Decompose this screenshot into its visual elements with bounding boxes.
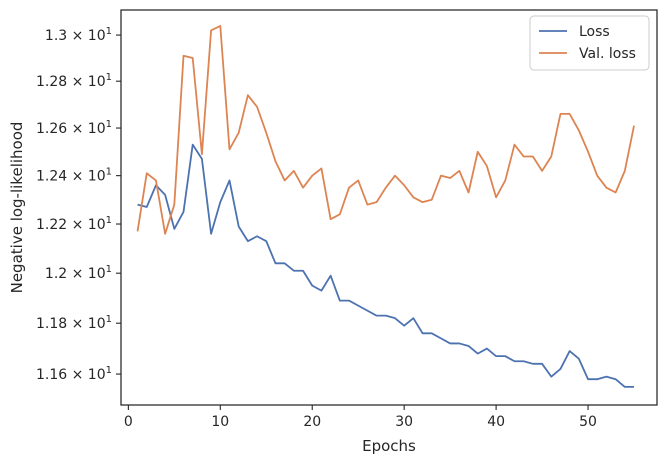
y-tick-label: 1.22 × 101 <box>36 215 112 233</box>
legend-label-2: Val. loss <box>579 46 636 62</box>
x-tick-label: 10 <box>211 414 229 430</box>
series-line-2 <box>136 25 635 235</box>
y-tick-label: 1.18 × 101 <box>36 314 112 332</box>
plot-lines <box>136 25 635 388</box>
x-tick-label: 40 <box>487 414 505 430</box>
x-tick-label: 30 <box>395 414 413 430</box>
legend-label-1: Loss <box>579 24 610 40</box>
y-tick-label: 1.3 × 101 <box>45 26 112 44</box>
x-axis-ticks: 0 10 20 30 40 50 <box>124 405 597 430</box>
legend: Loss Val. loss <box>529 15 650 71</box>
y-tick-label: 1.28 × 101 <box>36 72 112 90</box>
x-tick-label: 0 <box>124 414 133 430</box>
x-tick-label: 20 <box>303 414 321 430</box>
series-line-1 <box>137 143 635 388</box>
x-axis-label: Epochs <box>362 437 416 455</box>
y-tick-label: 1.26 × 101 <box>36 119 112 137</box>
x-tick-label: 50 <box>579 414 597 430</box>
y-tick-label: 1.2 × 101 <box>45 264 112 282</box>
y-tick-label: 1.24 × 101 <box>36 167 112 185</box>
plot-frame <box>120 9 658 406</box>
legend-box <box>529 15 650 71</box>
y-axis-ticks: 1.16 × 101 1.18 × 101 1.2 × 101 1.22 × 101 1… <box>36 26 121 383</box>
y-tick-label: 1.16 × 101 <box>36 365 112 383</box>
y-axis-label: Negative log-likelihood <box>8 122 26 294</box>
